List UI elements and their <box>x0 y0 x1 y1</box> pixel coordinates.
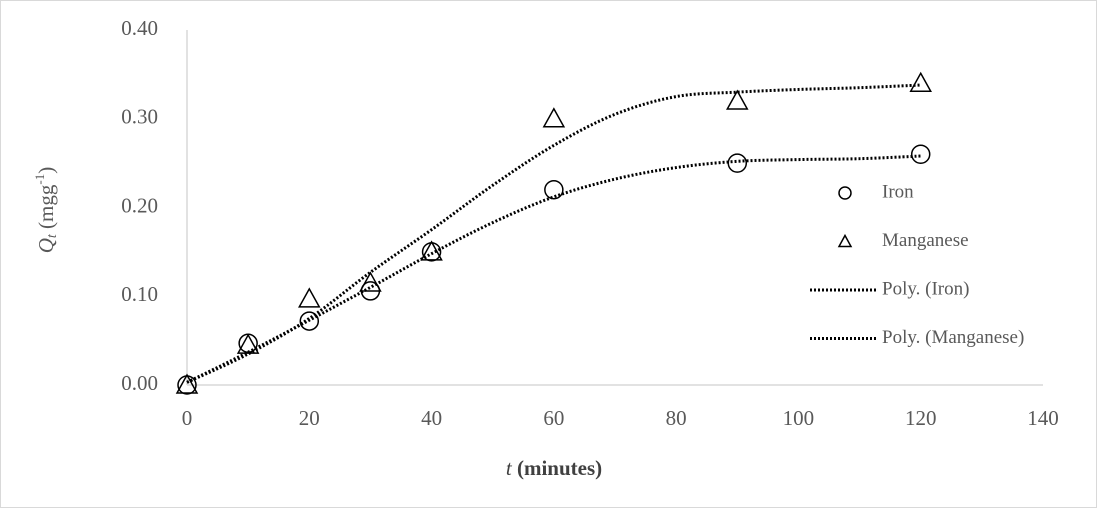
y-tick-label: 0.10 <box>121 282 158 306</box>
data-point <box>236 333 260 354</box>
legend-marker <box>837 233 853 248</box>
x-tick-label: 140 <box>1027 406 1059 430</box>
legend-label: Iron <box>882 181 914 202</box>
x-tick-label: 100 <box>783 406 815 430</box>
x-label-symbol: t <box>506 456 513 480</box>
y-tick-label: 0.40 <box>121 16 158 40</box>
y-tick-label: 0.00 <box>121 371 158 395</box>
data-point <box>359 271 382 292</box>
x-tick-label: 60 <box>543 406 564 430</box>
y-tick-label: 0.30 <box>121 105 158 129</box>
data-point <box>726 89 749 110</box>
y-label-unit: (mgg <box>34 184 58 234</box>
data-point <box>542 107 566 128</box>
legend-label: Poly. (Manganese) <box>882 327 1024 348</box>
data-point <box>299 311 320 331</box>
y-label-subscript: t <box>45 233 60 238</box>
legend-label: Manganese <box>882 230 969 251</box>
trend-line <box>186 83 921 384</box>
y-axis-label: Qt (mgg-1) <box>32 167 60 253</box>
y-tick-label: 0.20 <box>121 193 158 217</box>
x-tick-label: 80 <box>666 406 687 430</box>
x-tick-label: 120 <box>905 406 937 430</box>
x-axis-label: t (minutes) <box>506 456 602 480</box>
y-label-superscript: -1 <box>32 174 47 185</box>
x-tick-label: 20 <box>299 406 320 430</box>
data-point <box>544 180 564 200</box>
data-point <box>420 240 443 261</box>
y-label-close: ) <box>34 167 58 174</box>
x-tick-label: 40 <box>421 406 442 430</box>
data-point <box>298 287 321 308</box>
y-label-symbol: Q <box>34 238 58 253</box>
x-tick-label: 0 <box>182 406 193 430</box>
data-point <box>910 144 931 164</box>
data-point <box>909 71 932 92</box>
x-label-unit: (minutes) <box>512 456 602 480</box>
legend-label: Poly. (Iron) <box>882 278 969 299</box>
data-point <box>727 153 748 173</box>
legend-marker <box>838 186 852 200</box>
data-point <box>175 373 199 394</box>
